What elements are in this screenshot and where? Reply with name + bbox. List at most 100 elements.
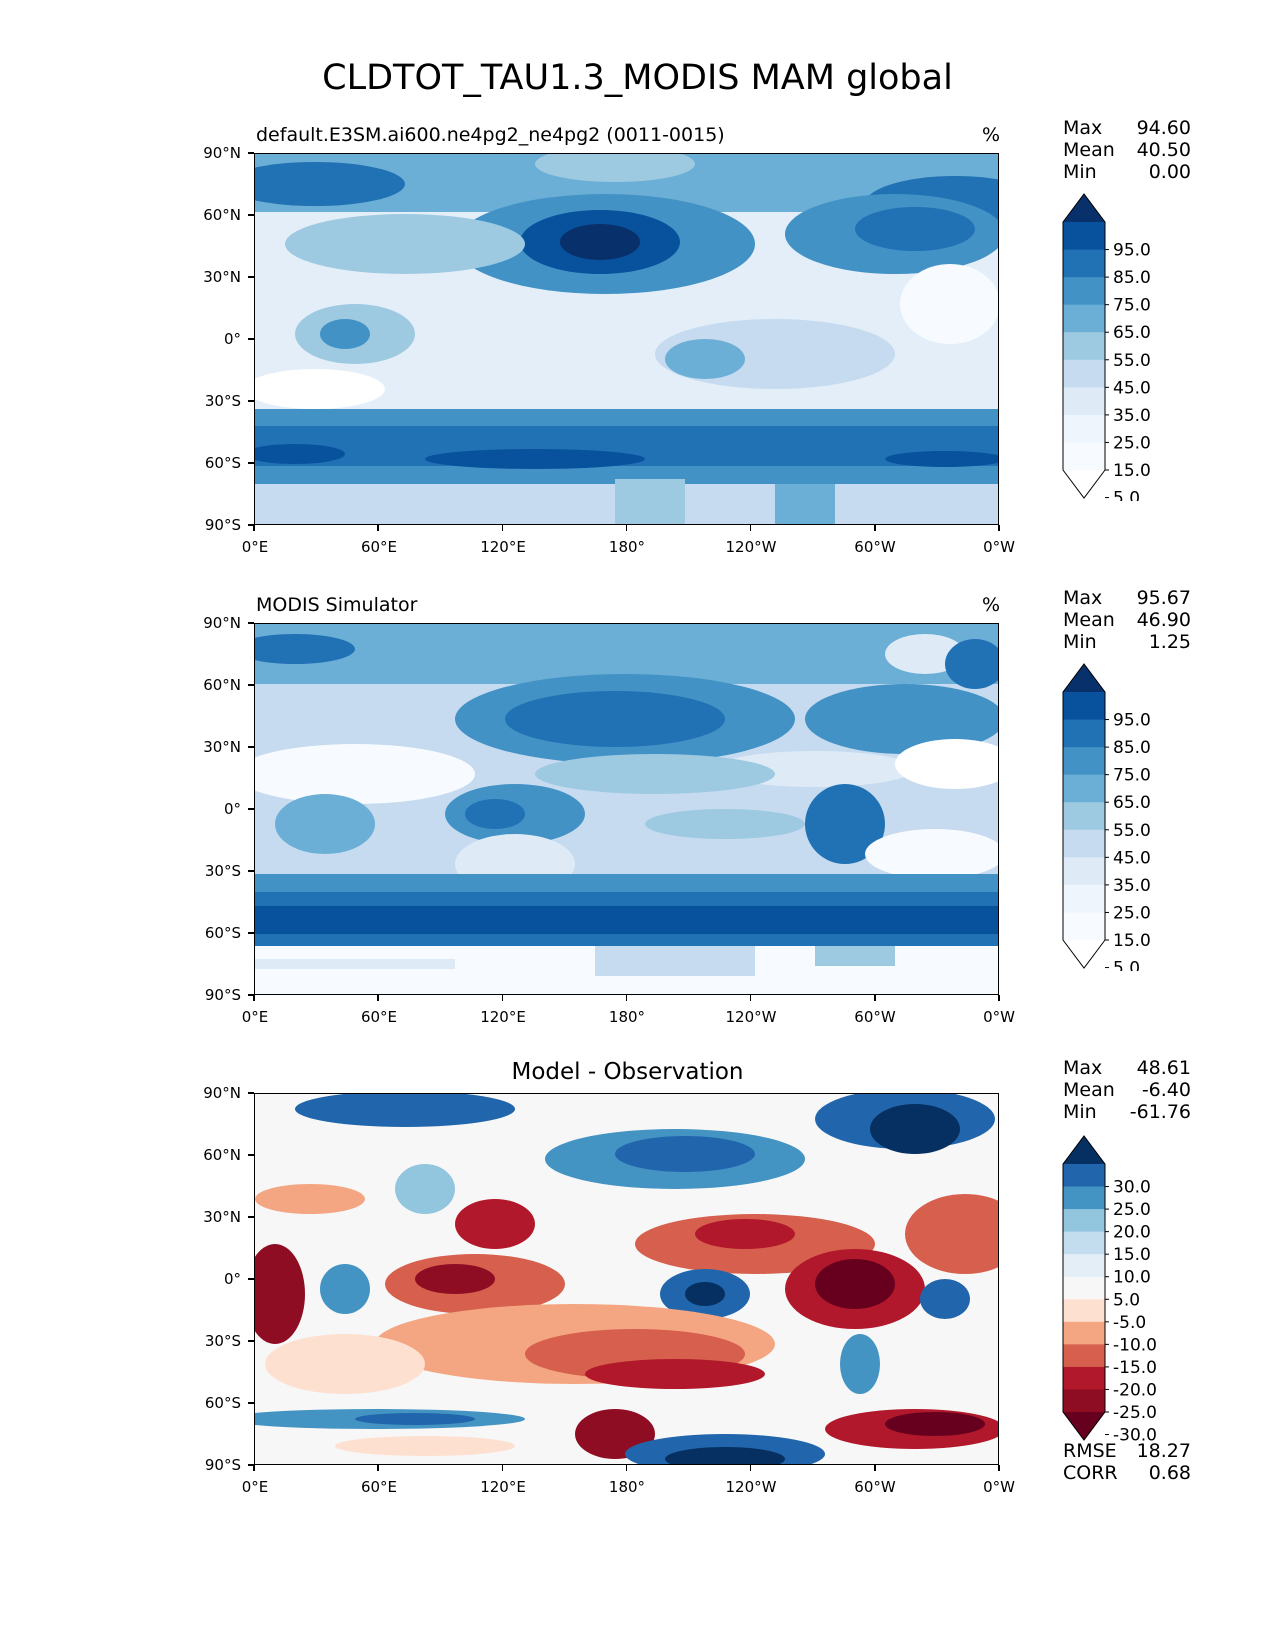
colorbar-tick-label: 95.0 bbox=[1113, 241, 1151, 261]
colorbar-bin bbox=[1063, 747, 1105, 776]
y-tick-mark bbox=[248, 1154, 254, 1156]
x-tick-mark bbox=[377, 995, 379, 1001]
x-tick-mark bbox=[874, 1465, 876, 1471]
stat-label: Mean bbox=[1063, 1079, 1115, 1101]
colorbar-tick-label: -10.0 bbox=[1113, 1335, 1157, 1355]
y-tick-label: 90°N bbox=[203, 144, 241, 162]
panel-title-left: MODIS Simulator bbox=[256, 594, 418, 616]
x-tick-mark bbox=[253, 1465, 255, 1471]
colorbar-tick-label: 75.0 bbox=[1113, 296, 1151, 316]
x-tick-mark bbox=[749, 525, 752, 531]
stat-value: 48.61 bbox=[1136, 1057, 1191, 1079]
colorbar-tick-label: 35.0 bbox=[1113, 406, 1151, 426]
y-tick-label: 60°N bbox=[203, 1146, 241, 1164]
x-tick-label: 120°E bbox=[480, 1478, 526, 1496]
y-tick-mark bbox=[248, 808, 254, 810]
colorbar-tick-label: 15.0 bbox=[1113, 461, 1151, 481]
stat-label: Max bbox=[1063, 587, 1103, 609]
rmse-value: 18.27 bbox=[1136, 1440, 1191, 1462]
colorbar-tick-label: 95.0 bbox=[1113, 711, 1151, 731]
colorbar-bin bbox=[1063, 1299, 1105, 1323]
colorbar-bin bbox=[1063, 774, 1105, 803]
colorbar-tick-label: 15.0 bbox=[1113, 931, 1151, 951]
colorbar-bin bbox=[1063, 1254, 1105, 1278]
colorbar-bin bbox=[1063, 1164, 1105, 1188]
colorbar-tick-label: -30.0 bbox=[1113, 1426, 1157, 1443]
y-tick-mark bbox=[248, 1340, 254, 1342]
colorbar-extend-top bbox=[1063, 664, 1105, 692]
stats-box-observation: Max 95.67 Mean 46.90 Min 1.25 bbox=[1063, 587, 1191, 653]
x-tick-label: 180° bbox=[608, 1478, 646, 1496]
colorbar-extend-top bbox=[1063, 1136, 1105, 1164]
y-tick-mark bbox=[248, 1464, 254, 1466]
colorbar-tick-label: 45.0 bbox=[1113, 848, 1151, 868]
x-tick-mark bbox=[625, 525, 628, 531]
colorbar-graphic: 95.0 85.0 75.0 65.0 55.0 45.0 35.0 25.0 15.0 5.0 bbox=[1062, 663, 1151, 979]
colorbar-tick-label: 5.0 bbox=[1113, 489, 1140, 501]
y-tick-label: 30°S bbox=[204, 1332, 241, 1350]
colorbar-bin bbox=[1063, 277, 1105, 306]
colorbar-bin bbox=[1063, 692, 1105, 721]
colorbar-bin bbox=[1063, 359, 1105, 388]
y-tick-mark bbox=[248, 1092, 254, 1094]
colorbar-bin bbox=[1063, 332, 1105, 361]
x-tick-mark bbox=[749, 995, 752, 1001]
x-tick-label: 60°E bbox=[360, 1008, 398, 1026]
x-tick-mark bbox=[377, 525, 379, 531]
y-tick-label: 0° bbox=[223, 1270, 241, 1288]
colorbar-bin bbox=[1063, 1276, 1105, 1300]
x-tick-mark bbox=[253, 995, 255, 1001]
y-tick-label: 90°S bbox=[204, 516, 241, 534]
colorbar-bin bbox=[1063, 802, 1105, 831]
y-tick-mark bbox=[248, 932, 254, 934]
figure-title: CLDTOT_TAU1.3_MODIS MAM global bbox=[322, 58, 953, 98]
colorbar-tick-label: -15.0 bbox=[1113, 1358, 1157, 1378]
colorbar-bin bbox=[1063, 1209, 1105, 1233]
colorbar-difference: 30.0 25.0 20.0 15.0 10.0 5.0 -5.0 -10.0 -15.0 -20… bbox=[1062, 1135, 1192, 1447]
x-tick-label: 0°E bbox=[241, 1478, 269, 1496]
colorbar-tick-label: 35.0 bbox=[1113, 876, 1151, 896]
y-tick-mark bbox=[248, 1278, 254, 1280]
y-tick-mark bbox=[248, 994, 254, 996]
x-tick-mark bbox=[874, 995, 876, 1001]
map-field-observation bbox=[255, 624, 998, 994]
y-tick-label: 60°N bbox=[203, 206, 241, 224]
panel-units: % bbox=[982, 124, 1001, 146]
y-tick-label: 30°N bbox=[203, 268, 241, 286]
stat-value: 40.50 bbox=[1136, 139, 1191, 161]
x-tick-label: 0°W bbox=[983, 1478, 1015, 1496]
stat-value: 0.00 bbox=[1148, 161, 1191, 183]
x-tick-mark bbox=[253, 525, 255, 531]
colorbar-graphic: 95.0 85.0 75.0 65.0 55.0 45.0 35.0 25.0 15.0 5.0 bbox=[1062, 193, 1151, 509]
x-tick-label: 120°W bbox=[725, 1478, 777, 1496]
colorbar-model: 95.0 85.0 75.0 65.0 55.0 45.0 35.0 25.0 15.0 5.0 bbox=[1062, 193, 1192, 509]
stat-label: Mean bbox=[1063, 139, 1115, 161]
stat-label: Min bbox=[1063, 161, 1097, 183]
colorbar-tick-label: 85.0 bbox=[1113, 738, 1151, 758]
stat-label: Min bbox=[1063, 631, 1097, 653]
y-tick-label: 30°S bbox=[204, 392, 241, 410]
colorbar-tick-label: 30.0 bbox=[1113, 1178, 1151, 1198]
y-tick-label: 0° bbox=[223, 330, 241, 348]
x-tick-label: 120°W bbox=[725, 538, 777, 556]
y-tick-mark bbox=[248, 400, 254, 402]
y-tick-mark bbox=[248, 276, 254, 278]
x-tick-label: 180° bbox=[608, 538, 646, 556]
x-tick-label: 120°E bbox=[480, 1008, 526, 1026]
map-plot-observation bbox=[254, 623, 999, 995]
colorbar-bin bbox=[1063, 884, 1105, 913]
map-field-model bbox=[255, 154, 998, 524]
stat-label: Max bbox=[1063, 117, 1103, 139]
colorbar-tick-label: 45.0 bbox=[1113, 378, 1151, 398]
panel-title-left: default.E3SM.ai600.ne4pg2_ne4pg2 (0011-0… bbox=[256, 124, 725, 146]
colorbar-bin bbox=[1063, 912, 1105, 941]
x-tick-mark bbox=[874, 525, 876, 531]
y-tick-label: 30°S bbox=[204, 862, 241, 880]
colorbar-tick-label: 75.0 bbox=[1113, 766, 1151, 786]
y-tick-mark bbox=[248, 684, 254, 686]
colorbar-tick-label: 65.0 bbox=[1113, 323, 1151, 343]
x-tick-mark bbox=[998, 1465, 1000, 1471]
y-tick-label: 60°S bbox=[204, 1394, 241, 1412]
x-tick-mark bbox=[749, 1465, 752, 1471]
y-tick-label: 60°N bbox=[203, 676, 241, 694]
